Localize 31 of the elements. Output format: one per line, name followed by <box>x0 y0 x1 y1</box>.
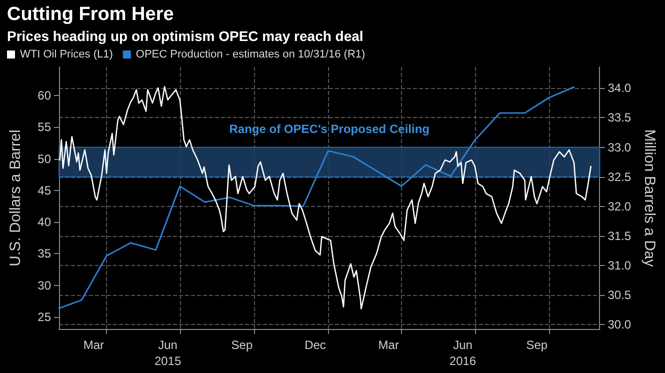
y-tick-label: 30 <box>38 278 52 292</box>
x-tick-label: Sep <box>231 338 253 352</box>
y-tick-label: 55 <box>38 120 52 134</box>
x-tick-label: Dec <box>304 338 326 352</box>
legend-label: WTI Oil Prices (L1) <box>20 48 113 60</box>
y2-tick-label: 33.5 <box>608 110 632 125</box>
y-tick-label: 25 <box>38 310 52 324</box>
x-tick-label: Jun 2015 <box>154 338 182 368</box>
band-label: Range of OPEC's Proposed Ceiling <box>229 122 430 136</box>
y2-tick-label: 32.0 <box>608 199 632 214</box>
chart-subtitle: Prices heading up on optimism OPEC may reach deal <box>7 28 364 44</box>
y2-tick-label: 33.0 <box>608 140 632 154</box>
y2-tick-label: 30.0 <box>608 317 632 332</box>
y2-tick-label: 31.0 <box>608 258 632 272</box>
y2-tick-label: 31.5 <box>608 228 632 243</box>
y2-tick-label: 34.0 <box>608 81 632 96</box>
x-tick-label: Mar <box>378 338 399 352</box>
x-tick-label: Mar <box>83 338 104 352</box>
y-tick-label: 60 <box>38 88 52 102</box>
y2-axis-title: Million Barrels a Day <box>641 129 658 268</box>
x-tick-label: Sep <box>526 338 548 352</box>
y2-tick-label: 30.5 <box>608 288 632 302</box>
y-tick-label: 35 <box>38 246 52 261</box>
y2-tick-label: 32.5 <box>608 170 632 184</box>
y-tick-label: 45 <box>38 183 52 198</box>
chart-title: Cutting From Here <box>7 4 174 25</box>
y-axis-title: U.S. Dollars a Barrel <box>7 130 24 266</box>
y-tick-label: 40 <box>38 215 52 230</box>
x-tick-label: Jun 2016 <box>449 338 476 368</box>
legend-label: OPEC Production - estimates on 10/31/16 (R1) <box>136 48 366 60</box>
y-tick-label: 50 <box>38 152 52 166</box>
